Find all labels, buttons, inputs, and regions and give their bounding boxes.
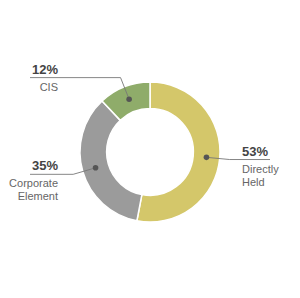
annotations: 53% DirectlyHeld 35% CorporateElement 12% CIS [9, 62, 279, 203]
category-label: DirectlyHeld [242, 163, 279, 188]
category-label: CorporateElement [9, 177, 58, 202]
value-label: 12% [32, 62, 58, 77]
leader-line [30, 78, 129, 100]
value-label: 53% [242, 144, 268, 159]
category-label-line: CIS [40, 81, 58, 93]
slice [102, 82, 150, 120]
donut [80, 82, 220, 222]
leader-dot [126, 96, 132, 102]
category-label-line: Held [242, 176, 265, 188]
slice [80, 101, 142, 221]
leader-dot [204, 155, 210, 161]
category-label-line: Corporate [9, 177, 58, 189]
category-label-line: Element [18, 190, 58, 202]
chart: 53% DirectlyHeld 35% CorporateElement 12% CIS [0, 0, 300, 298]
value-label: 35% [32, 158, 58, 173]
category-label: CIS [40, 81, 58, 93]
category-label-line: Directly [242, 163, 279, 175]
leader-dot [93, 165, 99, 171]
